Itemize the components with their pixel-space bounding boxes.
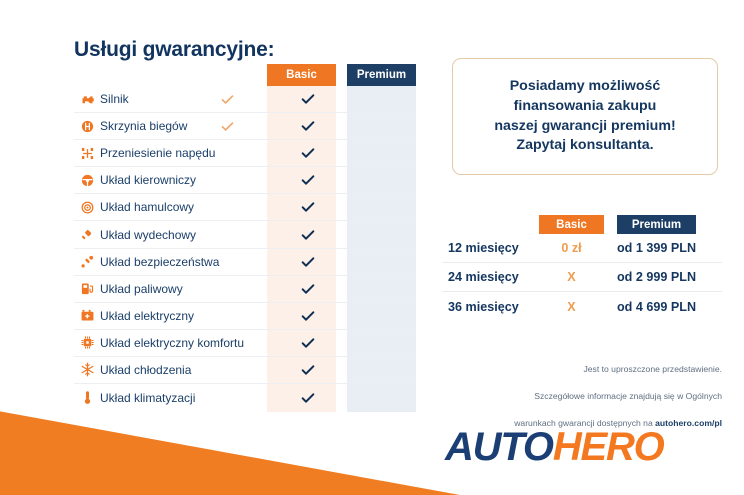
table-row: Skrzynia biegów <box>74 113 414 141</box>
table-row: Układ wydechowy <box>74 221 414 249</box>
thermometer-icon <box>74 390 100 405</box>
premium-check-cell <box>273 194 342 220</box>
premium-check-cell <box>273 330 342 356</box>
service-label: Układ klimatyzacji <box>100 390 196 405</box>
table-row: Przeniesienie napędu <box>74 140 414 168</box>
pricing-table-header: Basic Premium <box>442 215 722 234</box>
engine-icon <box>74 92 100 107</box>
financing-callout-box: Posiadamy możliwość finansowania zakupu … <box>452 58 718 175</box>
price-term: 36 miesięcy <box>448 299 519 314</box>
table-row: Układ paliwowy <box>74 276 414 303</box>
fuel-pump-icon <box>74 281 100 296</box>
services-panel: Usługi gwarancyjne: Basic Premium Silnik <box>74 38 416 412</box>
price-premium: od 4 699 PLN <box>616 299 697 314</box>
battery-icon <box>74 308 100 323</box>
table-row: Układ bezpieczeństwa <box>74 249 414 276</box>
page-title: Usługi gwarancyjne: <box>74 38 275 61</box>
basic-check-cell <box>193 86 262 112</box>
service-label: Układ bezpieczeństwa <box>100 254 220 269</box>
column-header-basic: Basic <box>267 64 336 86</box>
premium-check-cell <box>273 167 342 193</box>
chip-icon <box>74 335 100 350</box>
premium-check-cell <box>273 221 342 247</box>
gearbox-icon <box>74 119 100 134</box>
disclaimer-line-2: Szczegółowe informacje znajdują się w Og… <box>534 390 722 401</box>
services-table-header: Basic Premium <box>74 64 416 86</box>
price-column-header-basic: Basic <box>539 215 604 234</box>
service-label: Przeniesienie napędu <box>100 146 216 161</box>
premium-check-cell <box>273 140 342 166</box>
table-row: Układ elektryczny komfortu <box>74 330 414 357</box>
premium-check-cell <box>273 276 342 302</box>
basic-column-band <box>267 64 336 412</box>
disclaimer-text: Jest to uproszczone przedstawienie. Szcz… <box>430 350 722 430</box>
pricing-table: Basic Premium 12 miesięcy 0 zł od 1 399 … <box>442 215 722 321</box>
service-label: Silnik <box>100 92 129 107</box>
table-row: Układ hamulcowy <box>74 194 414 222</box>
exhaust-icon <box>74 227 100 242</box>
service-label: Układ kierowniczy <box>100 173 197 188</box>
price-row: 12 miesięcy 0 zł od 1 399 PLN <box>442 234 722 263</box>
autohero-logo: AUTOHERO <box>445 425 665 470</box>
premium-check-cell <box>273 249 342 275</box>
price-term: 12 miesięcy <box>448 241 519 255</box>
table-row: Układ kierowniczy <box>74 167 414 195</box>
basic-check-cell <box>193 113 262 139</box>
price-basic: 0 zł <box>561 241 582 255</box>
premium-check-cell <box>273 86 342 112</box>
disclaimer-domain-link[interactable]: autohero.com/pl <box>655 417 722 428</box>
logo-auto: AUTO <box>445 425 554 469</box>
financing-callout-text: Posiadamy możliwość finansowania zakupu … <box>494 78 676 154</box>
decorative-white-corner <box>604 455 744 495</box>
service-label: Układ chłodzenia <box>100 362 192 377</box>
snowflake-icon <box>74 362 100 377</box>
service-label: Układ elektryczny <box>100 308 195 323</box>
table-row: Układ klimatyzacji <box>74 384 414 411</box>
table-row: Układ chłodzenia <box>74 357 414 385</box>
offer-panel: Posiadamy możliwość finansowania zakupu … <box>430 0 744 495</box>
premium-check-cell <box>273 357 342 383</box>
premium-check-cell <box>273 384 342 411</box>
table-row: Układ elektryczny <box>74 303 414 330</box>
price-row: 36 miesięcy X od 4 699 PLN <box>442 292 722 321</box>
service-label: Układ elektryczny komfortu <box>100 335 245 350</box>
premium-column-band <box>347 64 416 412</box>
price-premium: od 2 999 PLN <box>616 270 697 284</box>
premium-check-cell <box>273 113 342 139</box>
service-label: Układ hamulcowy <box>100 200 195 215</box>
steering-wheel-icon <box>74 173 100 188</box>
logo-hero: HERO <box>552 425 665 469</box>
disclaimer-line-1: Jest to uproszczone przedstawienie. <box>583 364 722 375</box>
drivetrain-icon <box>74 146 100 161</box>
services-table: Basic Premium Silnik Skrzynia biegów <box>74 64 416 412</box>
price-premium: od 1 399 PLN <box>616 241 697 255</box>
seatbelt-icon <box>74 254 100 269</box>
table-row: Silnik <box>74 86 414 114</box>
price-column-header-premium: Premium <box>617 215 696 234</box>
service-label: Skrzynia biegów <box>100 119 188 134</box>
brake-disc-icon <box>74 200 100 215</box>
price-basic: X <box>567 299 576 314</box>
premium-check-cell <box>273 303 342 329</box>
disclaimer-line-3: warunkach gwarancji dostępnych na <box>514 417 656 428</box>
service-label: Układ wydechowy <box>100 227 197 242</box>
price-term: 24 miesięcy <box>448 270 519 284</box>
price-row: 24 miesięcy X od 2 999 PLN <box>442 263 722 292</box>
price-basic: X <box>567 270 576 284</box>
column-header-premium: Premium <box>347 64 416 86</box>
service-label: Układ paliwowy <box>100 281 183 296</box>
